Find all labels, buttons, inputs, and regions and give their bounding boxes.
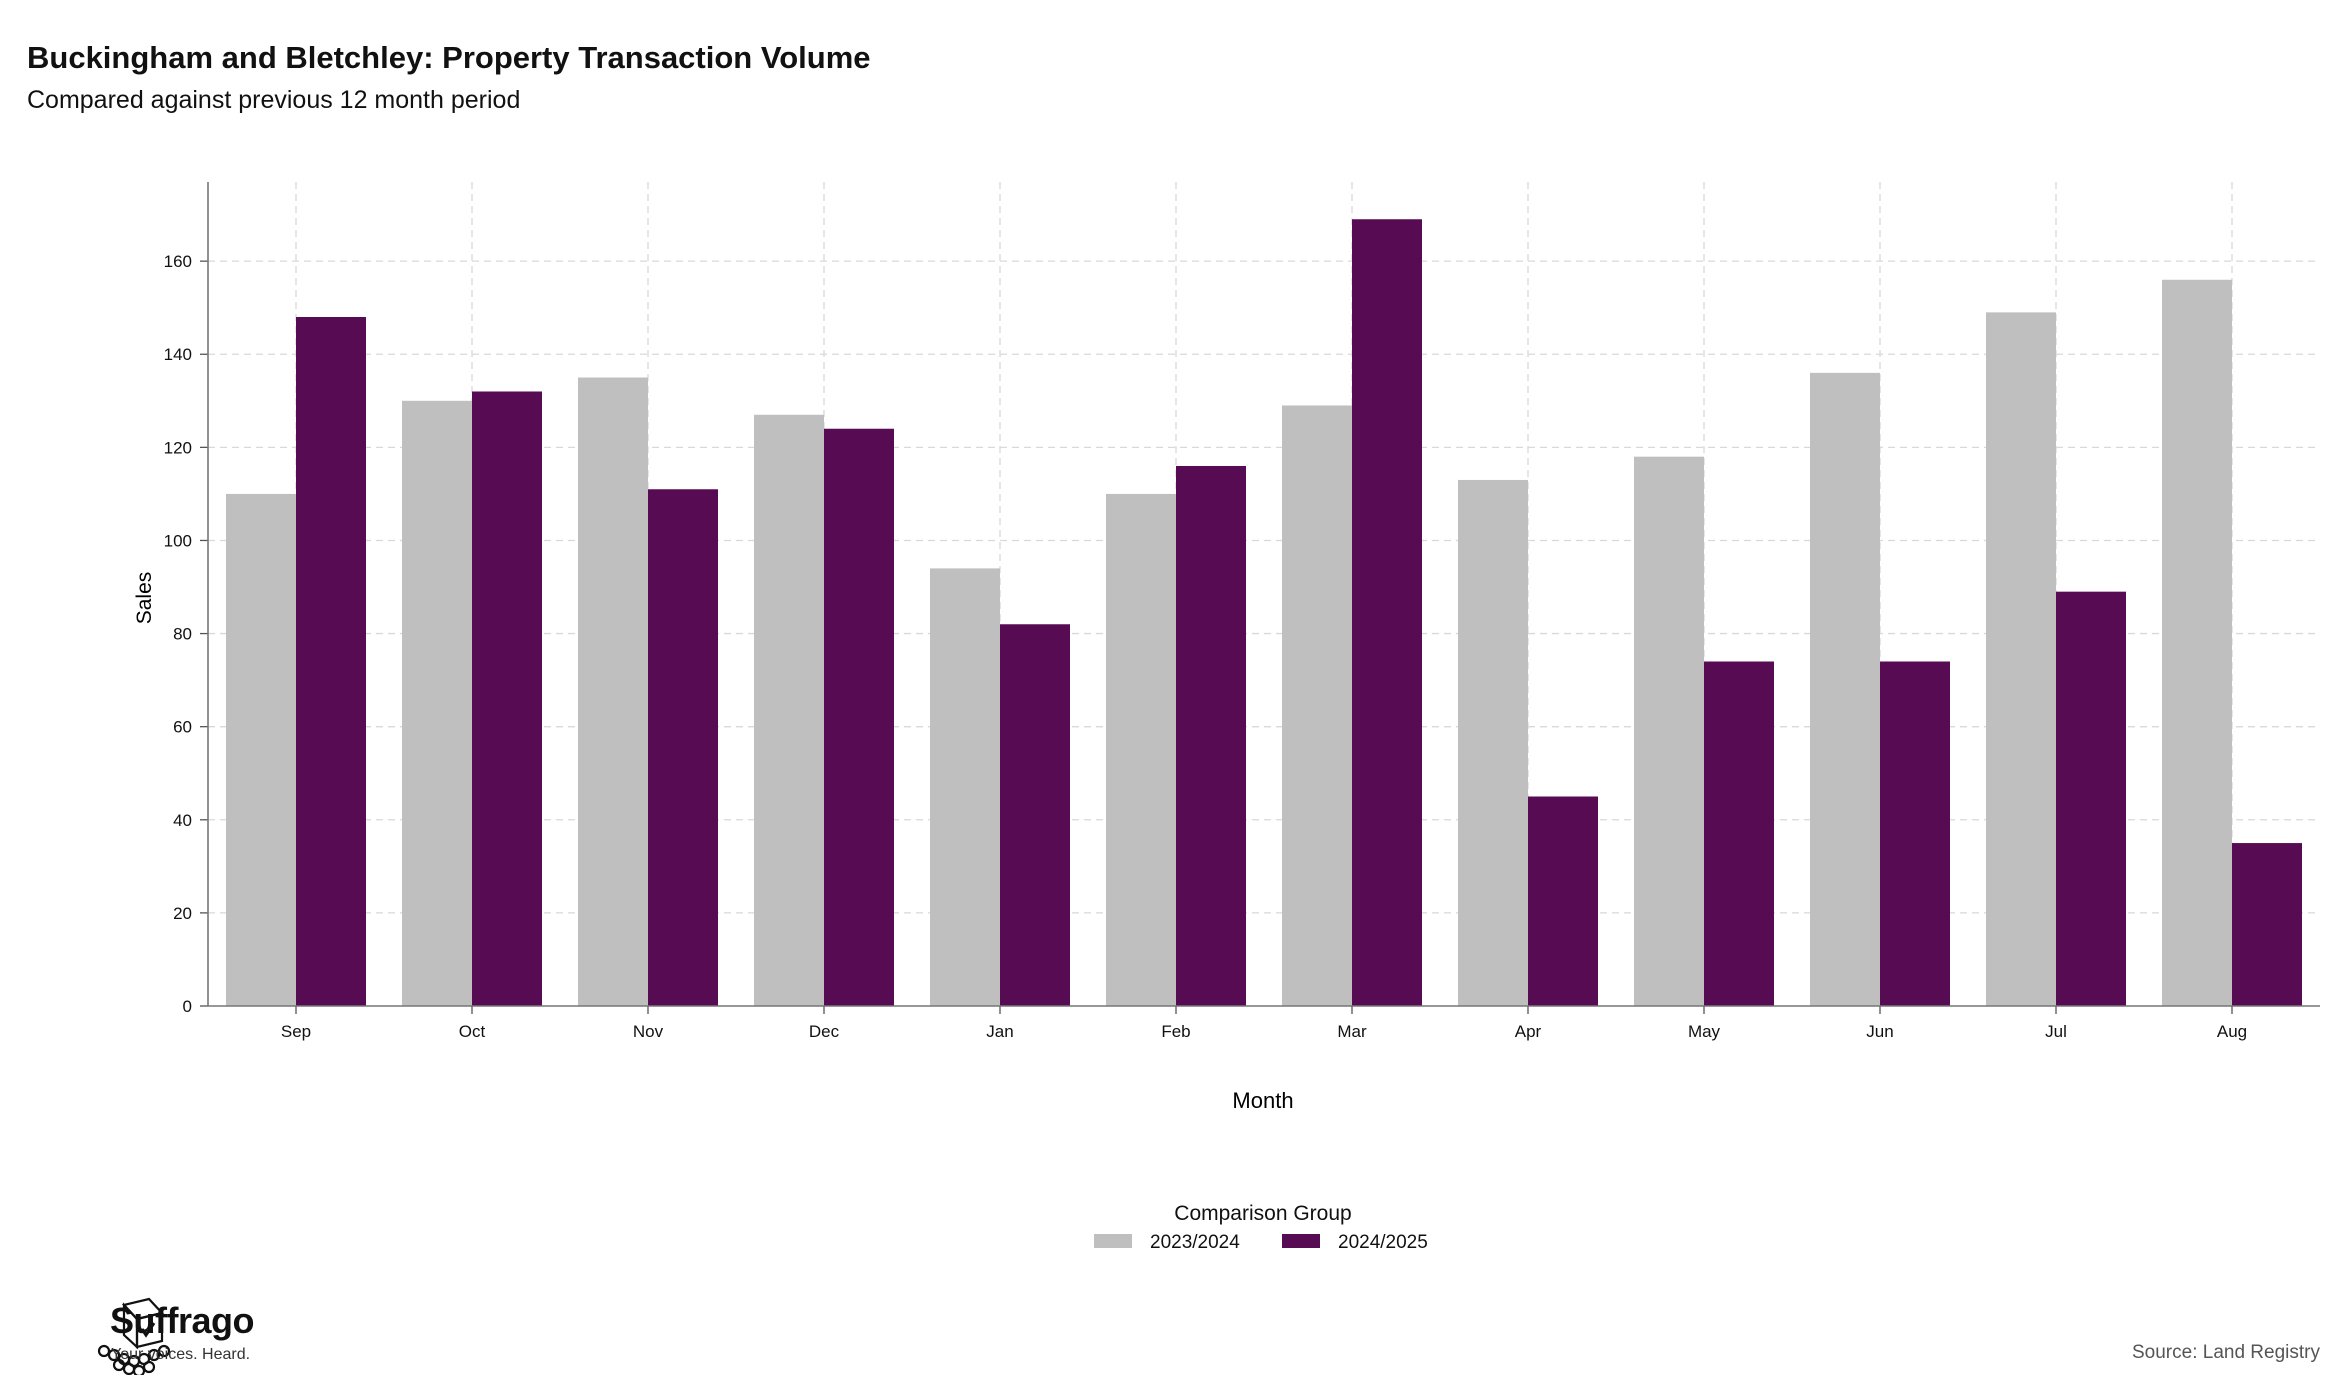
axes: [200, 182, 2320, 1014]
bar: [930, 568, 1000, 1006]
y-tick-label: 160: [164, 252, 192, 271]
legend-label: 2023/2024: [1150, 1232, 1240, 1253]
chart-subtitle: Compared against previous 12 month perio…: [27, 86, 521, 114]
bar: [296, 317, 366, 1007]
legend-title: Comparison Group: [1174, 1202, 1351, 1225]
legend-swatch: [1094, 1234, 1132, 1248]
x-tick-label: Jun: [1866, 1022, 1893, 1041]
y-tick-labels: 0 20 40 60 80 100 120 140 160: [164, 252, 192, 1016]
legend-swatch: [1282, 1234, 1320, 1248]
x-tick-label: Oct: [459, 1022, 486, 1041]
bar: [1458, 479, 1528, 1007]
y-tick-label: 140: [164, 345, 192, 364]
source-note: Source: Land Registry: [2132, 1342, 2320, 1363]
bar: [1704, 661, 1774, 1006]
bar: [578, 377, 648, 1007]
bar: [2056, 591, 2126, 1006]
bar-chart: 0 20 40 60 80 100 120 140 160 Sep Oct Nov Dec Jan Feb…: [133, 182, 2320, 1253]
x-tick-label: Jul: [2045, 1022, 2067, 1041]
legend: Comparison Group 2023/2024 2024/2025: [1094, 1202, 1428, 1253]
bar: [1176, 465, 1246, 1006]
brand-name: Suffrago: [110, 1300, 255, 1341]
x-tick-label: Nov: [633, 1022, 664, 1041]
x-tick-label: Feb: [1161, 1022, 1190, 1041]
bar: [1634, 456, 1704, 1007]
bar: [1528, 796, 1598, 1006]
x-tick-label: Dec: [809, 1022, 840, 1041]
bar: [402, 400, 472, 1006]
x-tick-label: Aug: [2217, 1022, 2247, 1041]
y-tick-label: 80: [173, 625, 192, 644]
y-tick-label: 0: [183, 997, 192, 1016]
bar: [824, 428, 894, 1006]
y-tick-label: 40: [173, 811, 192, 830]
bars: [226, 219, 2302, 1007]
legend-label: 2024/2025: [1338, 1232, 1428, 1253]
bar: [226, 493, 296, 1006]
y-axis-label: Sales: [133, 572, 156, 625]
bar: [1986, 312, 2056, 1006]
bar: [1880, 661, 1950, 1006]
x-tick-label: Sep: [281, 1022, 311, 1041]
x-tick-label: Mar: [1337, 1022, 1367, 1041]
brand-tagline: Your voices. Heard.: [111, 1346, 251, 1363]
bar: [1352, 219, 1422, 1007]
bar: [2232, 843, 2302, 1006]
bar: [1000, 624, 1070, 1006]
bar: [1810, 372, 1880, 1006]
y-tick-label: 100: [164, 531, 192, 550]
y-tick-label: 20: [173, 904, 192, 923]
ballot-box-crowd-icon: [97, 1297, 171, 1375]
bar: [1106, 493, 1176, 1006]
y-tick-label: 60: [173, 718, 192, 737]
chart-title: Buckingham and Bletchley: Property Trans…: [27, 40, 871, 75]
bar: [648, 489, 718, 1006]
x-tick-label: May: [1688, 1022, 1721, 1041]
bar: [2162, 279, 2232, 1007]
x-axis-label: Month: [1232, 1088, 1293, 1113]
bar: [472, 391, 542, 1006]
bar: [1282, 405, 1352, 1006]
x-tick-label: Jan: [986, 1022, 1013, 1041]
x-tick-labels: Sep Oct Nov Dec Jan Feb Mar Apr May Jun Jul Aug: [281, 1022, 2247, 1041]
bar: [754, 414, 824, 1006]
x-tick-label: Apr: [1515, 1022, 1542, 1041]
y-tick-label: 120: [164, 438, 192, 457]
